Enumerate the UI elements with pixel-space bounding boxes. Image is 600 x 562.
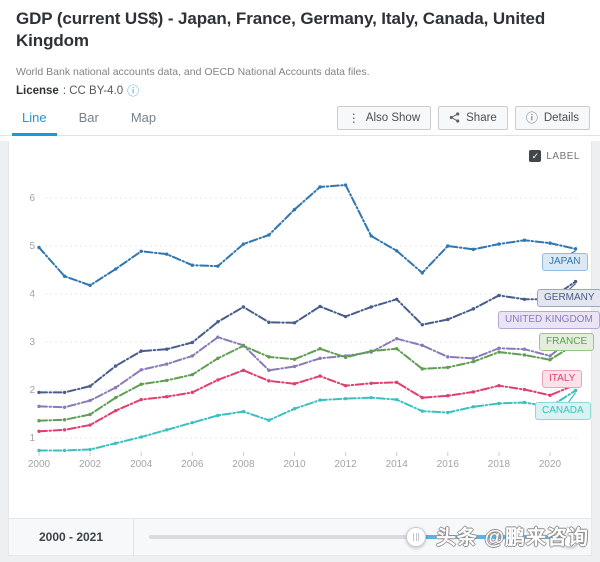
svg-text:2: 2: [29, 385, 35, 396]
svg-text:2000: 2000: [28, 459, 51, 470]
svg-text:2002: 2002: [79, 459, 102, 470]
time-range-label: 2000 - 2021: [9, 519, 134, 555]
label-checkbox[interactable]: ✓: [529, 150, 542, 162]
also-show-button[interactable]: ⋮ Also Show: [336, 105, 432, 130]
info-icon: ⓘ: [525, 110, 538, 125]
license-row: License : CC BY-4.0 ⓘ: [16, 85, 584, 97]
svg-text:2010: 2010: [283, 459, 306, 470]
license-info-icon[interactable]: ⓘ: [127, 83, 140, 98]
time-range-footer: 2000 - 2021 头条 @鹏来咨询: [9, 518, 591, 555]
source-note: World Bank national accounts data, and O…: [16, 65, 370, 78]
tab-bar[interactable]: Bar: [78, 110, 99, 125]
series-label-france: FRANCE: [539, 333, 595, 351]
tabbar-padding: [0, 136, 600, 141]
chart-toolbar: ⋮ Also Show Share ⓘ Details: [336, 100, 590, 135]
series-label-united-kingdom: UNITED KINGDOM: [498, 311, 600, 329]
series-italy: [37, 368, 578, 433]
chart-card: 1 2 3 4 5 6 2000 2002 2004 2006 2008 2010 2012 2014 20…: [8, 141, 600, 556]
svg-text:2016: 2016: [437, 459, 460, 470]
svg-text:4: 4: [29, 289, 35, 300]
svg-text:2020: 2020: [539, 459, 562, 470]
slider-active-range[interactable]: [416, 535, 571, 539]
slider-handle-right[interactable]: [560, 527, 580, 547]
series-united-kingdom: [37, 334, 578, 409]
share-button[interactable]: Share: [438, 105, 508, 130]
slider-handle-left[interactable]: [406, 527, 426, 547]
series-canada: [37, 388, 578, 453]
time-slider: [134, 519, 591, 555]
svg-text:2006: 2006: [181, 459, 204, 470]
series-label-germany: GERMANY: [537, 289, 600, 307]
license-label: License: [16, 84, 59, 97]
svg-text:1: 1: [29, 433, 35, 444]
tab-line[interactable]: Line: [6, 100, 63, 136]
svg-text:5: 5: [29, 241, 35, 252]
series-label-italy: ITALY: [542, 370, 583, 388]
label-toggle[interactable]: ✓ LABEL: [529, 150, 580, 162]
license-value: : CC BY-4.0: [62, 84, 124, 97]
svg-text:2008: 2008: [232, 459, 255, 470]
share-icon: [449, 112, 460, 123]
kebab-icon: ⋮: [347, 110, 360, 125]
svg-text:2012: 2012: [334, 459, 357, 470]
chart-header: GDP (current US$) - Japan, France, Germa…: [0, 0, 600, 100]
series-label-canada: CANADA: [535, 402, 591, 420]
view-tabbar: Line Bar Map ⋮ Also Show Share ⓘ Details: [0, 100, 600, 136]
series-france: [37, 342, 578, 423]
series-germany: [37, 279, 578, 395]
svg-text:3: 3: [29, 337, 35, 348]
svg-text:2018: 2018: [488, 459, 511, 470]
page-title: GDP (current US$) - Japan, France, Germa…: [16, 9, 546, 51]
tab-map[interactable]: Map: [130, 110, 157, 125]
series-label-japan: JAPAN: [542, 253, 588, 271]
line-chart-area: 1 2 3 4 5 6 2000 2002 2004 2006 2008 2010 2012 2014 20…: [9, 141, 600, 518]
svg-text:6: 6: [29, 193, 35, 204]
label-toggle-text: LABEL: [546, 150, 580, 162]
svg-text:2004: 2004: [130, 459, 153, 470]
details-button[interactable]: ⓘ Details: [514, 105, 590, 130]
tabbar-spacer: [172, 100, 337, 135]
series-japan: [37, 183, 578, 288]
slider-track[interactable]: [149, 535, 571, 539]
svg-text:2014: 2014: [386, 459, 409, 470]
